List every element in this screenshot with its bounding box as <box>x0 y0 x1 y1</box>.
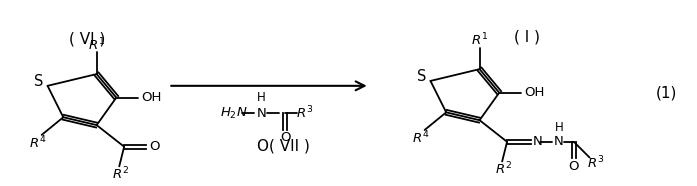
Text: H: H <box>555 121 563 134</box>
Text: $R^1$: $R^1$ <box>471 31 488 48</box>
Text: $R^2$: $R^2$ <box>112 166 129 182</box>
Text: $R^2$: $R^2$ <box>495 161 512 178</box>
Text: N: N <box>533 135 542 148</box>
Text: OH: OH <box>524 86 545 99</box>
Text: H: H <box>257 91 266 104</box>
Text: OH: OH <box>141 91 162 104</box>
Text: ( I ): ( I ) <box>514 29 539 44</box>
Text: N: N <box>554 135 564 148</box>
Text: O: O <box>149 140 160 153</box>
Text: $R^4$: $R^4$ <box>412 130 429 146</box>
Text: N: N <box>256 107 266 120</box>
Text: (1): (1) <box>655 85 677 100</box>
Text: S: S <box>417 70 427 84</box>
Text: O: O <box>280 131 291 144</box>
Text: $R^3$: $R^3$ <box>587 155 604 172</box>
Text: ( VI ): ( VI ) <box>68 31 105 46</box>
Text: $R^4$: $R^4$ <box>29 134 47 151</box>
Text: O: O <box>569 160 579 173</box>
Text: S: S <box>34 74 43 89</box>
Text: O( VII ): O( VII ) <box>256 138 309 153</box>
Text: $R^1$: $R^1$ <box>88 36 105 53</box>
Text: $R^3$: $R^3$ <box>296 105 314 122</box>
Text: $H_2N$: $H_2N$ <box>220 106 248 121</box>
